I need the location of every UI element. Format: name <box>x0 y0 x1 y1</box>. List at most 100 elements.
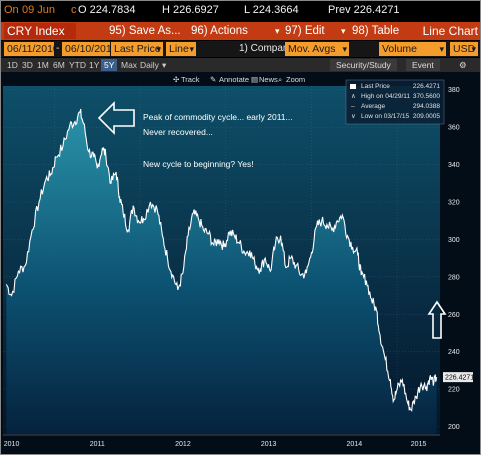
volume-chevron-icon: ▾ <box>439 44 444 54</box>
range-1m[interactable]: 1M <box>37 60 49 70</box>
style-chevron-icon: ▾ <box>189 44 194 54</box>
security-study-label: Security/Study <box>336 60 391 70</box>
x-tick-label: 2015 <box>411 441 427 448</box>
end-date-field[interactable]: 06/10/2015 <box>62 42 110 56</box>
quote-open-label: On <box>4 4 19 16</box>
quote-low: L 224.3664 <box>244 4 299 16</box>
last-price-tag: 226.4271 <box>443 372 474 383</box>
edit-menu[interactable]: 97) Edit <box>285 25 325 37</box>
quote-prev: Prev 226.4271 <box>328 4 400 16</box>
legend-low-value: 209.0005 <box>413 113 440 120</box>
chart-toolbar: ✣ Track ✎ Annotate ▤ News ⌕ Zoom <box>173 75 305 84</box>
compare-label: 1) Compare <box>239 43 292 54</box>
peak-annotation: Peak of commodity cycle... early 2011...… <box>97 101 293 169</box>
annotate-icon[interactable]: ✎ <box>210 75 216 84</box>
frequency-select[interactable]: Daily <box>140 60 159 70</box>
legend-low-label: Low on 03/17/15 <box>361 113 409 120</box>
last-price-tag-text: 226.4271 <box>445 375 474 382</box>
y-tick-label: 360 <box>448 125 460 132</box>
legend-high-icon: ∧ <box>351 93 356 100</box>
annotation-peak: Peak of commodity cycle... early 2011... <box>143 112 293 122</box>
style-select-value: Line <box>169 43 189 55</box>
legend-low-icon: ∨ <box>351 113 356 120</box>
start-date-field[interactable]: 06/11/2010 <box>4 42 54 56</box>
volume-select-value: Volume <box>382 43 418 55</box>
up-arrow-icon <box>427 300 447 339</box>
x-tick-label: 2013 <box>261 441 277 448</box>
event-button[interactable]: Event <box>406 59 440 71</box>
last-price-tag-box <box>443 372 473 383</box>
range-1d[interactable]: 1D <box>7 60 18 70</box>
compare-chevron-icon: ▾ <box>342 44 347 54</box>
range-5y[interactable]: 5Y <box>101 59 118 71</box>
security-study-button[interactable]: Security/Study <box>330 59 397 71</box>
date-dash: - <box>56 42 60 54</box>
quote-high: H 226.6927 <box>162 4 219 16</box>
edit-chevron-icon: ▾ <box>341 26 346 36</box>
legend-average-label: Average <box>361 103 385 110</box>
actions-chevron-icon: ▾ <box>275 26 280 36</box>
y-tick-label: 200 <box>448 424 460 431</box>
quote-open-value: O 224.7834 <box>78 4 136 16</box>
price-area-fill <box>6 109 437 434</box>
compare-select[interactable]: Mov. Avgs ▾ <box>285 42 349 56</box>
x-axis: 2010 2011 2012 2013 2014 2015 <box>3 434 440 448</box>
range-3d[interactable]: 3D <box>22 60 33 70</box>
track-button[interactable]: Track <box>181 75 200 84</box>
legend-box <box>345 79 445 125</box>
range-1y[interactable]: 1Y <box>89 60 100 70</box>
x-tick-label: 2010 <box>4 441 20 448</box>
track-icon[interactable]: ✣ <box>173 75 180 84</box>
x-tick-label: 2012 <box>175 441 191 448</box>
y-axis: 200 220 240 260 280 300 320 340 360 380 <box>448 87 460 431</box>
parameter-bar: 06/11/2010 - 06/10/2015 Last Price▾ Line… <box>1 41 480 57</box>
annotate-button[interactable]: Annotate <box>219 75 249 84</box>
quote-date: 09 Jun <box>22 4 56 16</box>
annotation-never-recovered: Never recovered... <box>143 127 213 137</box>
y-tick-label: 220 <box>448 387 460 394</box>
news-button[interactable]: News <box>259 75 278 84</box>
quote-close-label: c <box>71 4 77 16</box>
news-icon[interactable]: ▤ <box>251 75 258 84</box>
chart-type-label: Line Chart <box>422 24 478 38</box>
annotation-new-cycle: New cycle to beginning? Yes! <box>143 159 254 169</box>
frequency-chevron-icon: ▾ <box>162 60 167 70</box>
x-tick-label: 2011 <box>90 441 105 448</box>
legend-high-value: 370.5600 <box>413 93 440 100</box>
range-ytd[interactable]: YTD <box>69 60 86 70</box>
compare-select-value: Mov. Avgs <box>288 43 336 55</box>
legend-average-value: 294.0388 <box>413 103 440 110</box>
price-select[interactable]: Last Price ▾ <box>111 42 163 56</box>
style-select[interactable]: Line ▾ <box>166 42 196 56</box>
zoom-button[interactable]: Zoom <box>286 75 305 84</box>
legend-high-label: High on 04/29/11 <box>361 93 410 100</box>
y-tick-label: 380 <box>448 87 460 94</box>
ticker-field[interactable]: CRY Index <box>4 23 76 39</box>
legend-average-icon: – <box>351 103 355 110</box>
range-6m[interactable]: 6M <box>53 60 65 70</box>
range-max[interactable]: Max <box>121 60 138 70</box>
price-line <box>5 108 438 412</box>
legend-last-price-value: 226.4271 <box>413 83 440 90</box>
volume-select[interactable]: Volume ▾ <box>379 42 446 56</box>
y-tick-label: 240 <box>448 349 460 356</box>
y-tick-label: 280 <box>448 274 460 281</box>
currency-select-value: USD <box>453 43 476 55</box>
legend-swatch <box>350 84 356 89</box>
y-tick-label: 320 <box>448 200 460 207</box>
range-bar: 1D 3D 1M 6M YTD 1Y 5Y Max Daily ▾ Securi… <box>1 58 480 72</box>
currency-select[interactable]: USD ▾ <box>450 42 478 56</box>
settings-gear-icon[interactable]: ⚙ <box>459 60 467 70</box>
zoom-icon[interactable]: ⌕ <box>278 75 282 84</box>
price-select-value: Last Price <box>114 43 161 55</box>
legend-last-price-label: Last Price <box>361 83 390 90</box>
table-button[interactable]: 98) Table <box>352 25 400 37</box>
event-label: Event <box>412 60 434 70</box>
save-as-button[interactable]: 95) Save As... <box>109 25 181 37</box>
y-tick-label: 300 <box>448 237 460 244</box>
y-tick-label: 260 <box>448 312 460 319</box>
actions-menu[interactable]: 96) Actions <box>191 25 248 37</box>
quote-bar: On 09 Jun c O 224.7834 H 226.6927 L 224.… <box>1 1 480 21</box>
